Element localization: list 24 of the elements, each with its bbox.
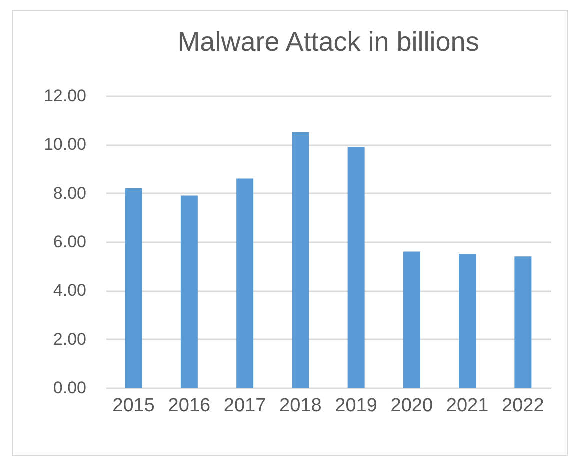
y-tick-label: 8.00 (53, 184, 86, 203)
bar (459, 254, 476, 388)
x-tick-label: 2016 (168, 396, 211, 416)
bar (514, 256, 532, 388)
bar (292, 132, 310, 388)
x-tick-label: 2021 (446, 396, 489, 416)
bar (403, 252, 420, 388)
y-tick-label: 6.00 (53, 232, 86, 252)
y-tick-label: 10.00 (44, 135, 86, 154)
y-tick-label: 12.00 (44, 86, 86, 106)
x-tick-label: 2022 (502, 396, 544, 416)
x-tick-label: 2017 (224, 396, 266, 416)
y-tick-label: 4.00 (53, 281, 86, 300)
y-tick-label: 0.00 (53, 378, 86, 398)
x-tick-label: 2018 (280, 396, 322, 416)
x-tick-label: 2019 (335, 396, 378, 416)
bar (348, 147, 365, 388)
x-tick-label: 2020 (390, 396, 434, 416)
bar (180, 196, 198, 388)
bar (236, 178, 254, 388)
x-tick-label: 2015 (112, 396, 155, 416)
bar (125, 188, 142, 388)
chart-title: Malware Attack in billions (178, 27, 480, 57)
y-tick-label: 2.00 (53, 330, 86, 349)
